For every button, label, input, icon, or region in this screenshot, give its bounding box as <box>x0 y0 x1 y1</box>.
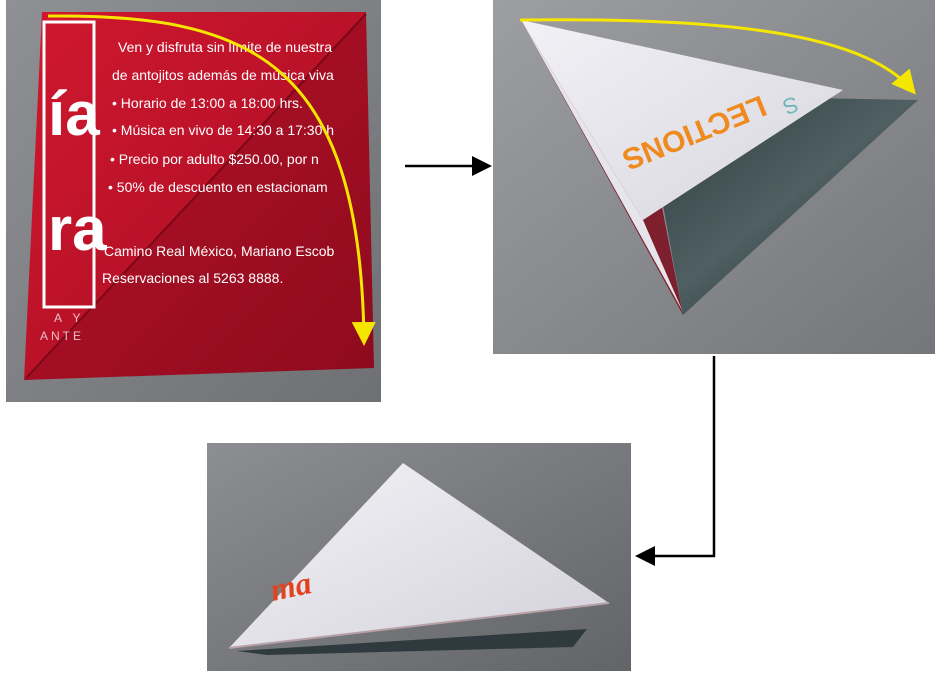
flyer-line: Reservaciones al 5263 8888. <box>102 270 283 286</box>
logo-text-top: ía <box>48 80 100 149</box>
final-shadow-layer <box>237 629 587 655</box>
triangle-scene: LECTIONS S <box>493 0 935 354</box>
footer-text-2: ANTE <box>40 329 84 343</box>
final-label: ma <box>267 564 314 608</box>
inner-red-flap <box>521 20 683 315</box>
flyer-line: • 50% de descuento en estacionam <box>108 179 328 195</box>
final-scene: ma <box>207 443 631 671</box>
final-edge <box>228 602 610 649</box>
final-white-face <box>229 463 609 648</box>
photo-final-triangle: ma <box>207 443 631 671</box>
connector-arrow-2-3 <box>635 356 716 566</box>
logo-text-bottom: ra <box>48 195 107 264</box>
footer-text-1: A Y <box>54 311 84 325</box>
flyer-line: de antojitos además de música viva <box>112 67 334 83</box>
front-white-side <box>521 20 683 312</box>
photo-folded-triangle: LECTIONS S <box>493 0 935 354</box>
flyer-line: • Horario de 13:00 a 18:00 hrs. <box>112 95 303 111</box>
flyer-line: Ven y disfruta sin límite de nuestra <box>118 39 332 55</box>
flyer-line: Camino Real México, Mariano Escob <box>104 243 335 259</box>
photo-flat-flyer: ía ra A Y ANTE Ven y disfruta sin límite… <box>6 0 381 402</box>
flyer-line: • Precio por adulto $250.00, por n <box>110 151 319 167</box>
flyer-scene: ía ra A Y ANTE Ven y disfruta sin límite… <box>6 0 381 402</box>
flyer-line: • Música en vivo de 14:30 a 17:30 h <box>112 122 334 138</box>
